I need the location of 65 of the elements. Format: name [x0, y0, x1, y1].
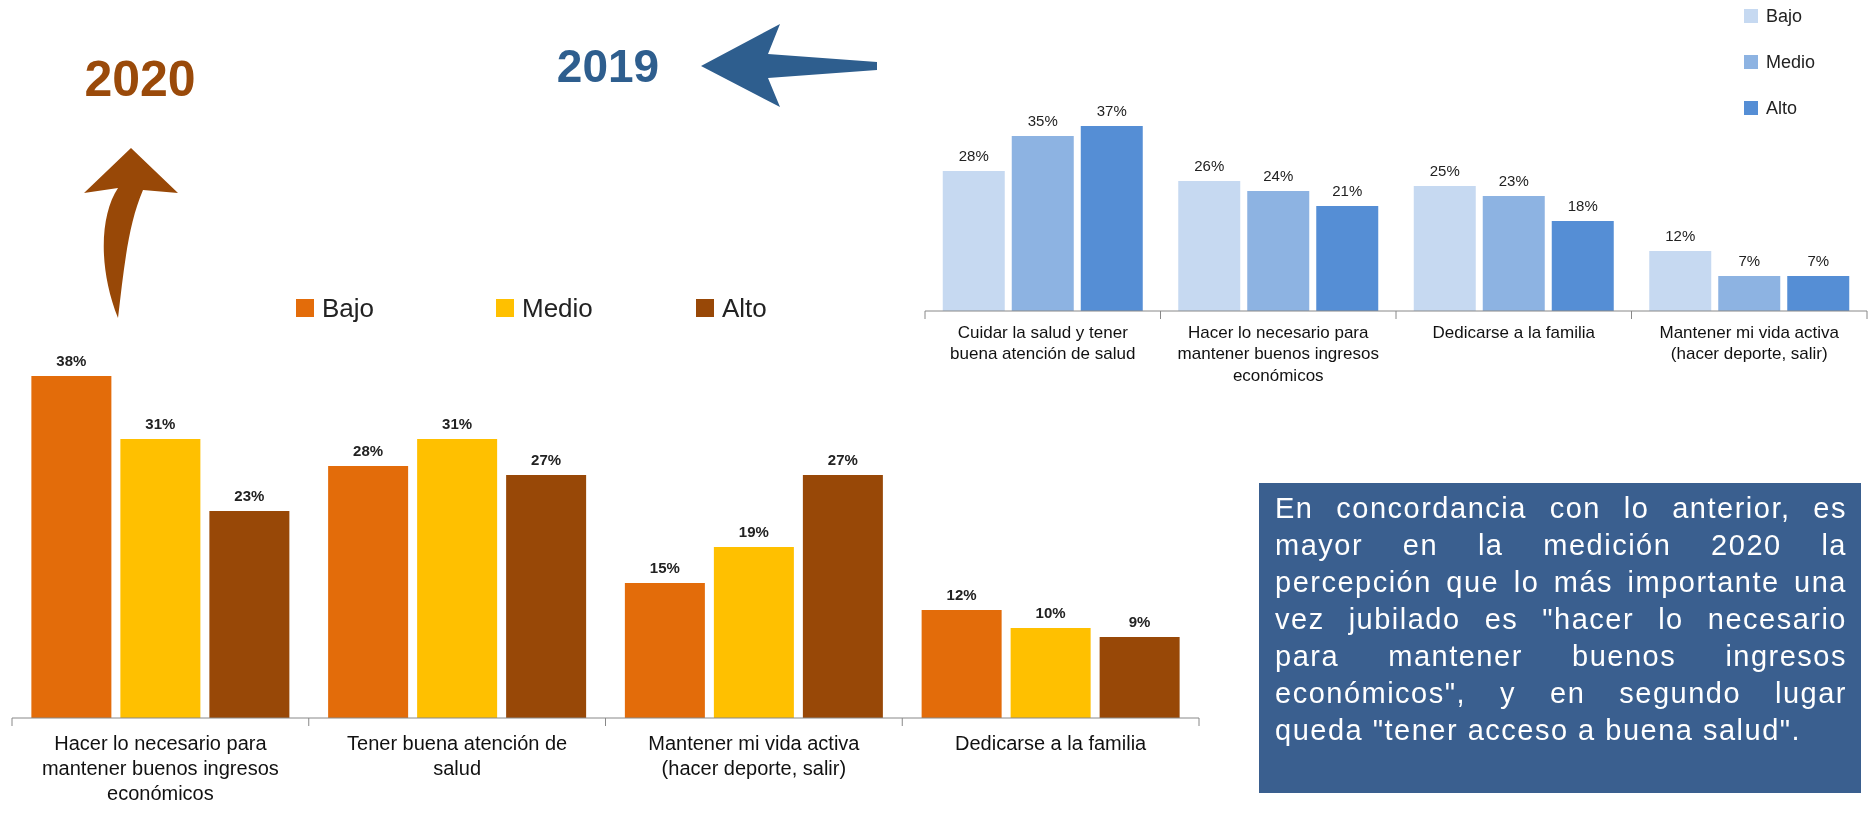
chart-title: 2019 [556, 40, 660, 92]
data-label: 15% [649, 559, 680, 576]
bar [1787, 276, 1850, 311]
legend-label: Medio [522, 293, 593, 323]
data-label: 7% [1738, 252, 1761, 269]
x-tick-label: Mantener mi vida activa (hacer deporte, salir) [648, 732, 861, 779]
bar [1482, 196, 1545, 311]
bar [1718, 276, 1781, 311]
bar [1316, 206, 1379, 311]
data-label: 28% [958, 147, 989, 164]
data-label: 37% [1096, 102, 1127, 119]
x-tick-label: Hacer lo necesario para mantener buenos ingresos económicos [1177, 323, 1379, 385]
data-label: 23% [1498, 172, 1529, 189]
data-label: 9% [1128, 613, 1151, 630]
bar [31, 376, 112, 718]
bar [328, 466, 409, 718]
x-tick-label: Dedicarse a la familia [1432, 323, 1596, 343]
bar [506, 475, 587, 718]
bar [1551, 221, 1614, 311]
bar [417, 439, 498, 718]
data-label: 31% [442, 415, 473, 432]
legend-label: Alto [722, 293, 767, 323]
data-label: 7% [1807, 252, 1830, 269]
bar [921, 610, 1002, 718]
data-label: 26% [1194, 157, 1225, 174]
bar [942, 171, 1005, 311]
x-tick-label: Cuidar la salud y tener buena atención de salud [950, 323, 1136, 364]
bar [713, 547, 794, 718]
x-tick-label: Dedicarse a la familia [955, 732, 1148, 754]
legend-label: Medio [1766, 52, 1816, 72]
data-label: 10% [1035, 604, 1066, 621]
data-label: 24% [1263, 167, 1294, 184]
data-label: 23% [234, 487, 265, 504]
data-label: 28% [353, 442, 384, 459]
bar [1247, 191, 1310, 311]
text: En concordancia con lo anterior, es mayor en la medición 2020 la percepción que lo más importante una vez jubilado es "hacer lo necesario para mantener buenos ingresos económicos", y en segundo lugar queda "tener acceso a buena salud". [1275, 491, 1847, 748]
data-label: 31% [145, 415, 176, 432]
data-label: 18% [1567, 197, 1598, 214]
bar [1413, 186, 1476, 311]
x-tick-label: Hacer lo necesario para mantener buenos ingresos económicos [41, 732, 279, 804]
data-label: 12% [1665, 227, 1696, 244]
legend-label: Bajo [322, 293, 375, 323]
bar [120, 439, 201, 718]
data-label: 27% [827, 451, 858, 468]
data-label: 25% [1429, 162, 1460, 179]
data-label: 21% [1332, 182, 1363, 199]
x-tick-label: Tener buena atención de salud [347, 732, 568, 779]
bar [1011, 136, 1074, 311]
data-label: 35% [1027, 112, 1058, 129]
data-label: 38% [56, 352, 87, 369]
legend-label: Alto [1766, 98, 1798, 118]
bar [802, 475, 883, 718]
text: 2020 [84, 51, 196, 107]
x-tick-label: Mantener mi vida activa (hacer deporte, salir) [1659, 323, 1840, 364]
bar [209, 511, 290, 718]
bar [1099, 637, 1180, 718]
bar [1010, 628, 1091, 718]
bar [1178, 181, 1241, 311]
data-label: 27% [531, 451, 562, 468]
bar [624, 583, 705, 718]
bar [1649, 251, 1712, 311]
data-label: 12% [946, 586, 977, 603]
legend-label: Bajo [1766, 6, 1803, 26]
data-label: 19% [738, 523, 769, 540]
bar [1080, 126, 1143, 311]
